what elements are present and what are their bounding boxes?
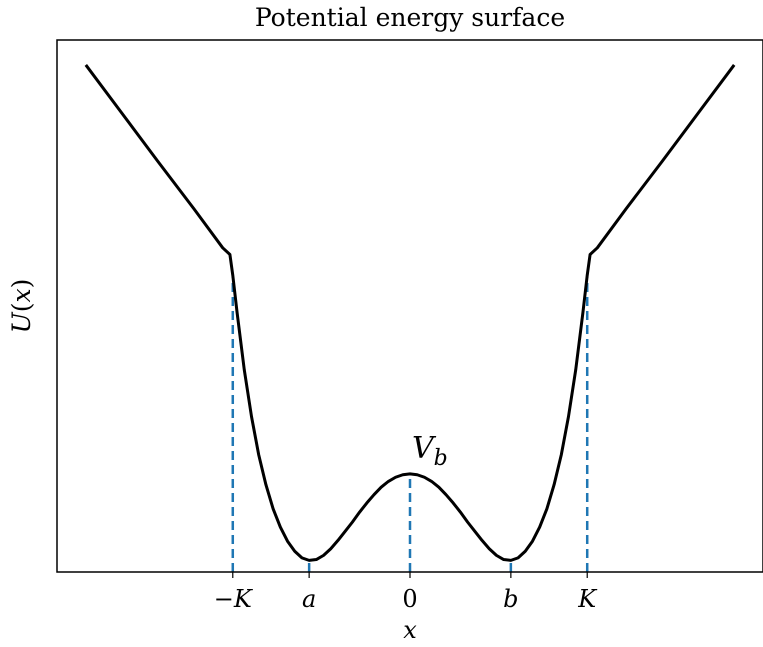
x-axis-label: x [403,616,417,644]
x-tick-label-2: 0 [402,585,417,613]
y-axis-label: U(x) [7,279,36,334]
reference-lines [231,275,589,572]
y-axis-label-main: U [7,311,36,333]
y-axis-label-close: ) [7,279,36,289]
x-tick-label-4: K [577,585,598,613]
potential-curve [84,64,736,562]
x-tick-label-1: a [302,585,316,613]
plot-area: Vb [56,39,763,573]
annotation-layer: Vb [412,431,448,471]
x-tick-label-0: −K [214,585,254,613]
annotation-subscript: b [434,446,448,471]
y-axis-label-var: x [7,288,36,302]
x-axis-ticks: −K a 0 b K [214,572,598,613]
axes-frame [56,39,763,573]
chart-title: Potential energy surface [255,3,565,32]
annotation-0: Vb [412,431,448,471]
y-axis-label-open: ( [7,303,36,313]
x-tick-label-3: b [503,585,518,613]
annotation-main: V [412,431,437,466]
